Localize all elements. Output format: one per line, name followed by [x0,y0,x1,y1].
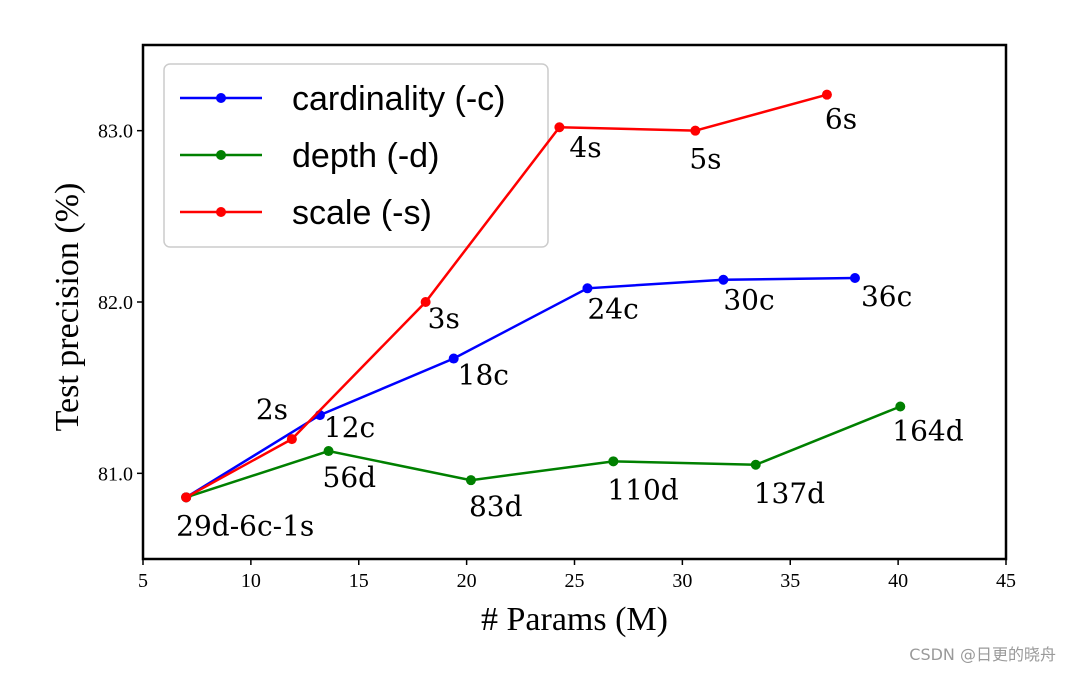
x-tick-label: 10 [241,570,261,592]
point-label: 83d [469,490,523,523]
data-point-depth [608,456,619,467]
x-tick-label: 30 [672,570,692,592]
origin-annotation: 29d-6c-1s [176,509,314,542]
legend: cardinality (-c) depth (-d) scale (-s) [163,63,549,248]
data-point-cardinality [718,274,729,285]
x-tick-label: 5 [138,570,148,592]
axis-ticks: 5 10 15 20 25 30 35 40 45 81.0 82.0 83.0 [98,121,1016,592]
point-label: 5s [689,143,721,176]
legend-label-scale: scale (-s) [292,194,432,232]
x-tick-label: 25 [565,570,585,592]
data-point-cardinality [448,353,459,364]
legend-box [163,63,549,248]
x-tick-label: 35 [780,570,800,592]
data-point-scale [420,297,431,307]
point-label: 3s [428,302,460,335]
series-line-scale [185,93,828,499]
point-label: 36c [861,280,912,313]
data-point-scale [181,492,192,503]
legend-marker-scale [216,207,226,217]
point-label: 2s [256,393,288,426]
point-label: 6s [825,103,857,136]
y-tick-label: 82.0 [98,292,133,314]
data-point-scale [821,89,832,100]
x-tick-label: 20 [457,570,477,592]
data-point-cardinality [582,283,593,294]
data-point-scale [690,125,701,136]
series-group [181,89,906,503]
point-label: 24c [587,292,638,325]
y-tick-label: 83.0 [98,121,133,143]
x-tick-label: 40 [888,570,908,592]
data-point-depth [323,446,334,457]
point-label: 18c [458,359,509,392]
legend-marker-cardinality [216,93,226,103]
x-axis-label: # Params (M) [481,601,668,638]
point-label: 137d [754,477,825,510]
series-line-depth [185,405,901,499]
data-point-scale [554,122,565,133]
x-tick-label: 15 [349,570,369,592]
point-label: 30c [723,284,774,317]
plot-frame [141,43,1008,561]
y-axis-label: Test precision (%) [49,183,86,432]
data-point-depth [895,401,906,412]
data-point-depth [465,475,476,486]
data-point-depth [750,459,761,470]
series-line-cardinality [185,276,855,499]
watermark-text: CSDN @日更的晓舟 [909,645,1056,664]
x-tick-label: 45 [996,570,1016,592]
y-tick-label: 81.0 [98,463,133,485]
point-label: 164d [892,415,963,448]
point-label: 110d [607,473,678,506]
point-label: 56d [323,461,377,494]
legend-marker-depth [216,150,226,160]
point-label: 4s [569,131,601,164]
data-point-scale [286,434,297,445]
legend-label-cardinality: cardinality (-c) [292,80,505,118]
point-labels: 12c 18c 24c 30c 36c 56d 83d 110d 137d 164d 2s 3s 4s 5… [176,103,964,543]
legend-label-depth: depth (-d) [292,137,439,175]
data-point-cardinality [849,273,860,284]
point-label: 12c [324,411,375,444]
